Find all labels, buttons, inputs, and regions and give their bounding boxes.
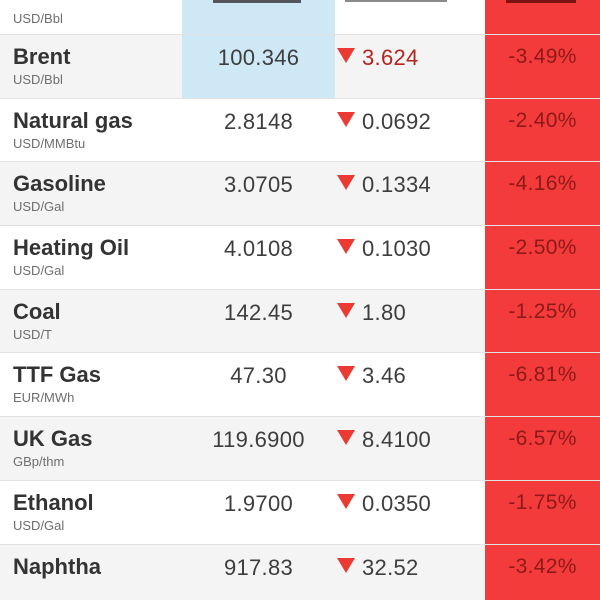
down-triangle-icon [337,493,355,509]
commodity-name-cell: Gasoline USD/Gal [0,162,182,225]
clipped-text-remnant [345,0,447,2]
change-cell: 0.0692 [335,99,485,162]
commodity-unit: GBp/thm [13,454,65,470]
change-cell: 0.1334 [335,162,485,225]
percent-cell: -1.75% [485,480,600,544]
change-value: 32.52 [362,554,419,580]
change-value: 0.0692 [362,108,432,134]
percent-cell: -3.49% [485,35,600,98]
change-cell: 0.1030 [335,226,485,289]
down-triangle-icon [337,48,355,63]
table-row[interactable]: Gasoline USD/Gal 3.0705 0.1334 -4.16% [0,162,600,227]
commodity-name: Brent [13,44,71,69]
percent-cell: -2.50% [485,226,600,289]
commodity-name: Ethanol [13,489,94,515]
commodity-name-cell: Ethanol USD/Gal [0,481,182,544]
commodity-name: Gasoline [13,171,106,197]
price-cell: 142.45 [223,299,294,325]
price-cell: 119.6900 [212,427,305,453]
table-row[interactable]: TTF Gas EUR/MWh 47.30 3.46 -6.81% [0,353,600,418]
change-value: 1.80 [362,299,407,325]
table-row[interactable]: Coal USD/T 142.45 1.80 -1.25% [0,289,600,354]
percent-cell [485,0,600,34]
commodity-unit: USD/Bbl [13,11,63,26]
commodity-unit: USD/Gal [13,199,65,215]
commodity-name-cell: TTF Gas EUR/MWh [0,353,182,416]
table-row[interactable]: Heating Oil USD/Gal 4.0108 0.1030 -2.50% [0,226,600,290]
commodity-unit: EUR/MWh [13,390,75,406]
price-cell: 47.30 [230,363,287,389]
clipped-text-remnant [213,0,301,3]
table-row[interactable]: Naphtha 917.83 32.52 -3.42% [0,544,600,600]
percent-cell: -6.81% [485,353,600,417]
table-row[interactable]: UK Gas GBp/thm 119.6900 8.4100 -6.57% [0,417,600,481]
commodity-name-cell: Natural gas USD/MMBtu [0,99,182,162]
commodity-unit: USD/Bbl [13,72,63,87]
down-triangle-icon [337,239,355,255]
down-triangle-icon [337,430,355,446]
change-cell: 8.4100 [335,417,485,480]
price-cell: 917.83 [223,554,294,580]
commodity-unit: USD/MMBtu [13,135,86,151]
price-cell: 3.0705 [223,172,294,198]
change-cell: 3.46 [335,353,485,416]
change-cell: 1.80 [335,290,485,353]
clipped-text-remnant [506,0,576,3]
price-cell: 100.346 [182,35,335,98]
change-cell [335,0,485,34]
down-triangle-icon [337,302,355,318]
change-cell: 32.52 [335,545,485,600]
change-value: 3.46 [362,363,407,389]
commodity-unit: USD/Gal [13,263,65,279]
percent-cell: -1.25% [485,289,600,353]
commodity-name-cell: Naphtha [0,545,182,600]
change-cell: 0.0350 [335,481,485,544]
price-cell: 4.0108 [223,236,294,262]
change-value: 8.4100 [362,427,432,453]
table-row[interactable]: Natural gas USD/MMBtu 2.8148 0.0692 -2.4… [0,98,600,163]
change-value: 0.0350 [362,490,432,516]
percent-cell: -4.16% [485,162,600,226]
commodity-name-cell: Coal USD/T [0,290,182,353]
price-cell [182,0,335,34]
commodity-name-cell: Heating Oil USD/Gal [0,226,182,289]
down-triangle-icon [337,175,355,191]
commodity-name: Naphtha [13,553,101,579]
commodity-unit: USD/Gal [13,517,65,533]
commodity-name: Heating Oil [13,235,130,261]
percent-cell: -2.40% [485,98,600,162]
change-value: 3.624 [362,45,419,70]
down-triangle-icon [337,111,355,127]
commodity-unit: USD/T [13,326,52,342]
down-triangle-icon [337,557,355,573]
price-cell: 1.9700 [223,490,294,516]
commodity-name: Natural gas [13,107,133,133]
change-value: 0.1030 [362,236,432,262]
percent-cell: -6.57% [485,417,600,480]
down-triangle-icon [337,366,355,382]
percent-cell: -3.42% [485,544,600,600]
change-value: 0.1334 [362,172,432,198]
commodity-name-cell: USD/Bbl [0,0,182,34]
commodity-name: Coal [13,298,61,324]
commodity-name-cell: Brent USD/Bbl [0,35,182,98]
commodity-name-cell: UK Gas GBp/thm [0,417,182,480]
change-cell: 3.624 [335,35,485,98]
commodity-name: TTF Gas [13,362,102,388]
table-row-partial[interactable]: USD/Bbl [0,0,600,35]
table-row[interactable]: Ethanol USD/Gal 1.9700 0.0350 -1.75% [0,480,600,545]
commodity-name: UK Gas [13,426,93,452]
table-row[interactable]: Brent USD/Bbl 100.346 3.624 -3.49% [0,35,600,99]
price-cell: 2.8148 [223,108,294,134]
